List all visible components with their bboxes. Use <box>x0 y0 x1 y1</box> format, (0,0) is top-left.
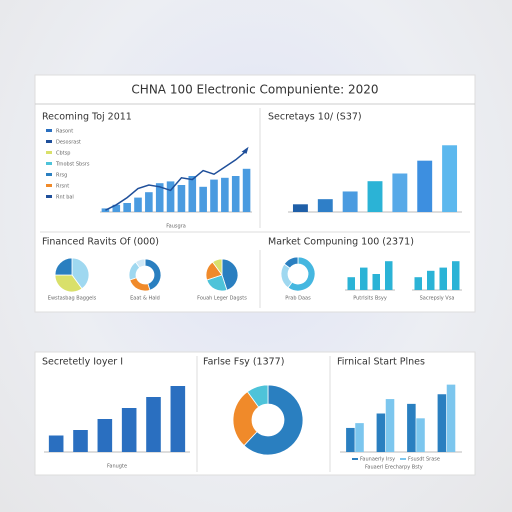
bar <box>452 261 460 290</box>
chart-title: Market Compuning 100 (2371) <box>268 237 414 248</box>
bar <box>210 179 218 212</box>
legend-swatch <box>46 140 52 143</box>
chart-title: Firnical Start Plnes <box>337 357 425 368</box>
legend-swatch <box>400 458 406 460</box>
bar <box>414 277 422 290</box>
bar <box>392 173 408 212</box>
bar <box>145 192 153 212</box>
bar <box>242 168 251 212</box>
bar <box>73 430 88 452</box>
bar <box>385 399 395 452</box>
slice <box>54 257 73 276</box>
bar <box>112 204 121 212</box>
bar <box>355 423 364 452</box>
chart-title: Recoming Toj 2011 <box>42 112 132 123</box>
legend-swatch <box>46 173 52 176</box>
bar <box>347 277 355 290</box>
bottom-card <box>34 351 476 476</box>
legend-swatch <box>46 195 52 198</box>
bar <box>170 386 186 452</box>
slice <box>212 258 223 277</box>
legend-label: Trnobst Sbsrs <box>55 162 90 168</box>
legend-swatch <box>46 151 52 154</box>
slice <box>246 384 269 408</box>
bar <box>97 419 113 452</box>
bar <box>376 413 386 452</box>
trend-line <box>105 150 248 211</box>
bar <box>439 267 447 290</box>
bar <box>292 204 308 212</box>
slice <box>283 256 299 269</box>
slice <box>221 258 239 291</box>
bar <box>407 403 416 452</box>
legend-swatch <box>46 129 52 132</box>
chart-label: Putrlsits Bsyy <box>353 296 387 302</box>
legend-label: Rrsnt <box>56 184 69 190</box>
bar <box>446 384 456 452</box>
chart-title: Secretetly Ioyer I <box>42 357 123 368</box>
bar <box>177 185 186 212</box>
legend-label: Rasont <box>56 129 73 135</box>
bar <box>437 394 447 452</box>
bar <box>442 145 458 212</box>
slice <box>243 384 304 456</box>
bar <box>342 191 358 212</box>
slice <box>135 258 146 269</box>
chart-label: Ewstasbag Baggels <box>48 296 97 302</box>
legend-swatch <box>46 184 52 187</box>
slice <box>71 257 90 290</box>
caption: Fanugte <box>107 464 127 470</box>
bar <box>221 177 229 212</box>
bar <box>134 197 142 212</box>
bar <box>48 435 64 452</box>
legend-label: Rrsg <box>56 173 67 179</box>
legend-label: Fauaerl Erecharpy Bsty <box>365 465 423 471</box>
bar <box>346 427 355 452</box>
legend-swatch <box>46 162 52 165</box>
bar <box>427 270 435 290</box>
legend-swatch <box>352 458 358 460</box>
bar <box>121 408 137 452</box>
bar <box>155 183 164 212</box>
bar <box>166 181 175 212</box>
dashboard-title: CHNA 100 Electronic Compuniente: 2020 <box>131 83 378 97</box>
arrow-head <box>241 146 249 154</box>
legend-label: Faunaerly Irsy <box>360 457 395 463</box>
bar <box>146 397 161 452</box>
bar <box>199 186 207 212</box>
caption: Fausgra <box>166 224 186 230</box>
chart-label: Eaat & Hald <box>130 296 160 302</box>
bar <box>360 267 368 290</box>
bar <box>372 274 380 290</box>
legend-label: Cbtsp <box>56 151 70 157</box>
bar <box>317 199 333 212</box>
bar <box>367 181 383 212</box>
bar <box>231 176 240 212</box>
bar <box>417 160 433 212</box>
legend-label: Fsusdt Srase <box>408 457 440 463</box>
chart-title: Financed Ravits Of (000) <box>42 237 159 248</box>
bar <box>385 261 393 290</box>
chart-label: Prab Daas <box>285 296 311 302</box>
slice <box>54 274 83 293</box>
chart-title: Secretays 10/ (S37) <box>268 112 362 123</box>
chart-title: Farlse Fsy (1377) <box>203 357 284 368</box>
legend-label: Rnt bal <box>56 195 74 201</box>
chart-label: Sacrepsly Vsa <box>420 296 455 302</box>
bar <box>123 203 131 212</box>
bar <box>188 176 197 212</box>
legend-label: Desosrast <box>56 140 81 146</box>
chart-label: Fouah Leger Dagsts <box>197 296 247 302</box>
bar <box>416 418 425 452</box>
